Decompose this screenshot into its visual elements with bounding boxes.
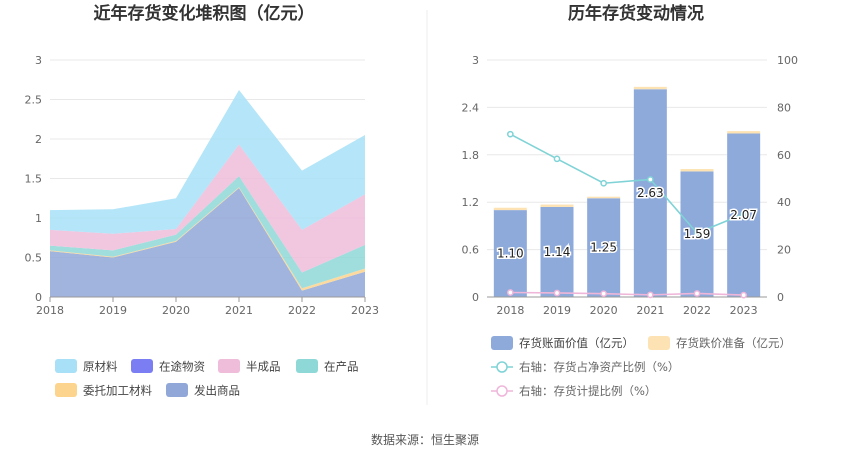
left-x-tick: 2021 — [225, 304, 253, 317]
bar-impairment — [680, 169, 714, 172]
area-发出商品 — [50, 187, 365, 297]
right-y-tick: 0.6 — [462, 244, 480, 257]
legend-swatch-right-0 — [491, 336, 513, 350]
right-x-tick: 2020 — [590, 304, 618, 317]
bar-data-label: 1.25 — [590, 241, 617, 255]
left-y-tick: 0 — [35, 291, 42, 304]
area-半成品 — [50, 144, 365, 273]
left-x-tick: 2022 — [288, 304, 316, 317]
area-在产品 — [50, 176, 365, 289]
right-y2-tick: 0 — [777, 291, 784, 304]
bar-book-value — [587, 198, 621, 297]
right-x-tick: 2019 — [543, 304, 571, 317]
left-x-tick: 2019 — [99, 304, 127, 317]
right-x-tick: 2022 — [683, 304, 711, 317]
legend-label-委托加工材料: 委托加工材料 — [83, 384, 152, 398]
legend-swatch-发出商品 — [166, 383, 188, 397]
area-委托加工材料 — [50, 187, 365, 291]
legend-marker-2 — [496, 361, 508, 373]
line-1 — [510, 291, 744, 296]
left-x-tick: 2023 — [351, 304, 379, 317]
bar-impairment — [727, 131, 761, 134]
legend-label-发出商品: 发出商品 — [194, 384, 240, 398]
data-source: 数据来源：恒生聚源 — [371, 432, 479, 447]
legend-swatch-在产品 — [296, 359, 318, 373]
right-x-tick: 2023 — [730, 304, 758, 317]
bar-data-label: 2.63 — [637, 186, 664, 200]
line-point-0 — [740, 210, 748, 218]
legend-label-在途物资: 在途物资 — [159, 360, 205, 374]
line-point-1 — [646, 291, 654, 299]
legend-swatch-原材料 — [55, 359, 77, 373]
legend-label-半成品: 半成品 — [246, 360, 281, 374]
line-point-0 — [506, 130, 514, 138]
bar-book-value — [540, 206, 574, 297]
legend-label-right-2: 右轴：存货占净资产比例（%） — [519, 360, 679, 374]
legend-swatch-在途物资 — [131, 359, 153, 373]
left-y-tick: 0.5 — [25, 252, 43, 265]
legend-label-原材料: 原材料 — [83, 360, 118, 374]
left-y-tick: 2.5 — [25, 94, 43, 107]
line-point-1 — [600, 290, 608, 298]
left-y-tick: 1 — [35, 212, 42, 225]
legend-label-在产品: 在产品 — [324, 360, 359, 374]
left-y-tick: 2 — [35, 133, 42, 146]
line-point-1 — [553, 289, 561, 297]
legend-swatch-委托加工材料 — [55, 383, 77, 397]
line-point-1 — [693, 290, 701, 297]
line-point-1 — [740, 291, 748, 299]
right-y2-tick: 100 — [777, 54, 798, 67]
right-x-tick: 2018 — [496, 304, 524, 317]
bar-data-label: 2.07 — [730, 208, 757, 222]
line-0 — [509, 133, 744, 234]
bar-data-label: 1.14 — [544, 245, 571, 259]
bar-data-label: 1.59 — [684, 227, 711, 241]
stacked-area-chart: 0 0.5 1 1.5 2 2.5 3 2018 2019 2020 2021 2022 2023 — [25, 54, 380, 317]
inventory-bar-chart: 0 0.6 1.2 1.8 2.4 3 0 20 40 60 80 100 2018 2019 2020 20… — [462, 54, 799, 317]
right-y-tick: 3 — [472, 54, 479, 67]
right-legend: 存货账面价值（亿元） 存货跌价准备（亿元） 右轴：存货占净资产比例（%） 右轴：存货计… — [491, 336, 791, 398]
line-point-0 — [646, 176, 654, 183]
area-原材料 — [50, 90, 365, 234]
right-y2-tick: 60 — [777, 149, 791, 162]
right-y2-tick: 80 — [777, 101, 791, 114]
line-point-0 — [693, 229, 701, 237]
right-chart-title: 历年存货变动情况 — [568, 3, 704, 24]
left-x-tick: 2020 — [162, 304, 190, 317]
bar-data-label: 1.10 — [497, 247, 524, 261]
right-y2-tick: 20 — [777, 244, 791, 257]
bar-impairment — [540, 204, 574, 207]
line-point-0 — [600, 179, 608, 187]
legend-label-right-0: 存货账面价值（亿元） — [519, 336, 634, 350]
legend-label-right-1: 存货跌价准备（亿元） — [676, 336, 791, 350]
legend-swatch-半成品 — [218, 359, 240, 373]
bar-impairment — [633, 86, 667, 90]
left-chart-title: 近年存货变化堆积图（亿元） — [94, 3, 315, 24]
left-x-tick: 2018 — [36, 304, 64, 317]
right-y2-tick: 40 — [777, 196, 791, 209]
bar-book-value — [493, 210, 527, 297]
right-y-tick: 1.8 — [462, 149, 480, 162]
legend-swatch-right-1 — [648, 336, 670, 350]
legend-label-right-3: 右轴：存货计提比例（%） — [519, 384, 656, 398]
left-y-tick: 3 — [35, 54, 42, 67]
right-x-tick: 2021 — [636, 304, 664, 317]
line-point-0 — [553, 155, 561, 163]
bar-impairment — [493, 207, 527, 211]
right-y-tick: 1.2 — [462, 196, 480, 209]
line-point-1 — [506, 289, 514, 296]
right-y-tick: 2.4 — [462, 101, 480, 114]
bar-impairment — [587, 196, 621, 199]
right-y-tick: 0 — [472, 291, 479, 304]
left-y-tick: 1.5 — [25, 173, 43, 186]
legend-marker-3 — [496, 385, 508, 397]
